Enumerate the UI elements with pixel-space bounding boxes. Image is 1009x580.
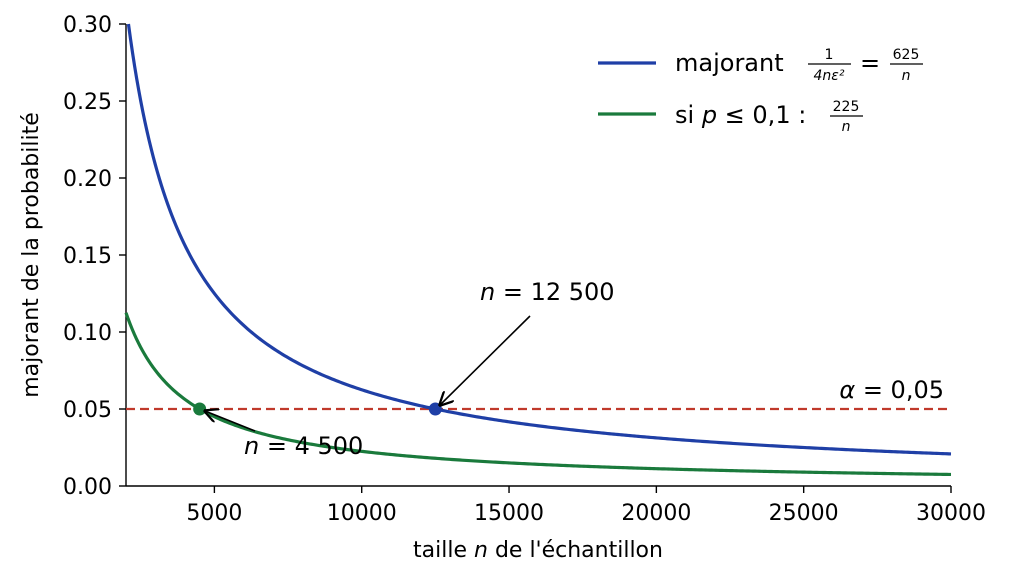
point-n-4500 xyxy=(193,402,207,416)
y-tick-label: 0.20 xyxy=(63,167,112,192)
threshold-label: α = 0,05 xyxy=(839,376,944,404)
y-tick-label: 0.15 xyxy=(63,244,112,269)
legend: majorant 1 4nε² = 625 n si p ≤ 0,1 : 225… xyxy=(598,47,923,135)
x-tick-label: 5000 xyxy=(186,501,242,526)
x-ticks: 5000 10000 15000 20000 25000 30000 xyxy=(186,486,986,526)
legend-frac3-num: 225 xyxy=(833,99,860,115)
y-tick-label: 0.05 xyxy=(63,398,112,423)
annotation-n-4500: n = 4 500 xyxy=(244,432,363,460)
y-tick-label: 0.10 xyxy=(63,321,112,346)
y-ticks: 0.00 0.05 0.10 0.15 0.20 0.25 0.30 xyxy=(63,13,126,500)
legend-frac1-num: 1 xyxy=(825,47,834,63)
legend-text-p-leq-0-1: si p ≤ 0,1 : xyxy=(675,101,806,129)
x-tick-label: 30000 xyxy=(916,501,986,526)
x-tick-label: 15000 xyxy=(474,501,544,526)
legend-text-majorant: majorant xyxy=(675,49,784,77)
y-tick-label: 0.30 xyxy=(63,13,112,38)
arrow-n-4500 xyxy=(205,411,256,432)
y-tick-label: 0.25 xyxy=(63,90,112,115)
series-line-majorant xyxy=(126,23,952,456)
annotation-n-12500: n = 12 500 xyxy=(480,278,615,306)
y-tick-label: 0.00 xyxy=(63,475,112,500)
legend-frac2-den: n xyxy=(902,68,911,84)
legend-eq: = xyxy=(860,49,880,77)
arrow-n-12500 xyxy=(440,315,531,405)
x-tick-label: 20000 xyxy=(621,501,691,526)
y-axis-label: majorant de la probabilité xyxy=(19,112,44,398)
legend-frac1-den: 4nε² xyxy=(814,68,845,84)
series-line-p-leq-0-1 xyxy=(124,312,952,477)
legend-frac3-den: n xyxy=(842,119,851,135)
legend-frac2-num: 625 xyxy=(893,47,920,63)
x-axis-label: taille n de l'échantillon xyxy=(413,538,663,563)
x-tick-label: 10000 xyxy=(327,501,397,526)
x-tick-label: 25000 xyxy=(769,501,839,526)
